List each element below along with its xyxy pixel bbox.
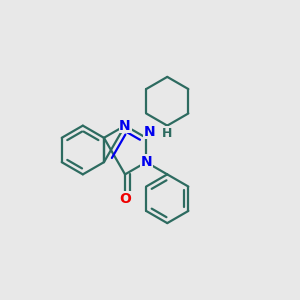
Text: N: N (144, 125, 155, 139)
Text: O: O (119, 192, 131, 206)
Text: N: N (140, 155, 152, 169)
Text: H: H (161, 127, 172, 140)
Text: N: N (119, 118, 131, 133)
